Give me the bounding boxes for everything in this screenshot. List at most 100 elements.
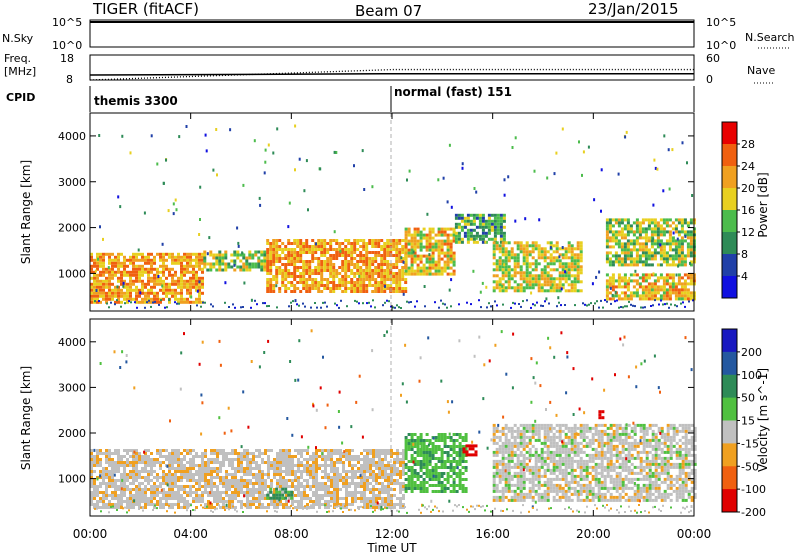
power-ground-echo <box>128 300 130 303</box>
power-ground-echo <box>250 306 252 309</box>
power-cell-0 <box>147 276 150 280</box>
power-cell-0 <box>162 261 165 265</box>
power-cell-7 <box>674 282 678 286</box>
power-cell-0 <box>108 282 111 286</box>
power-cell-7 <box>611 285 615 289</box>
velocity-cell-0 <box>303 494 306 497</box>
power-cell-4 <box>481 219 485 223</box>
power-cell-7 <box>668 291 672 295</box>
power-cell-2 <box>374 284 378 287</box>
power-cell-2 <box>350 251 354 254</box>
velocity-cell-2 <box>410 469 414 472</box>
power-cell-2 <box>308 278 312 281</box>
power-cell-2 <box>275 269 279 272</box>
velocity-cell-0 <box>324 491 327 494</box>
power-cell-5 <box>540 247 544 251</box>
power-cell-0 <box>111 267 114 271</box>
power-cell-6 <box>635 218 639 222</box>
velocity-cell-0 <box>207 470 210 473</box>
power-cell-7 <box>605 291 609 295</box>
velocity-cell-0 <box>387 449 390 452</box>
power-cell-5 <box>531 250 535 254</box>
power-cell-7 <box>677 297 681 301</box>
power-scatter-echo <box>97 257 99 261</box>
power-cell-6 <box>653 251 657 255</box>
power-ground-echo <box>680 302 682 305</box>
velocity-cell-2 <box>449 490 453 493</box>
power-cell-1 <box>260 253 264 257</box>
power-cell-6 <box>617 230 621 234</box>
power-cell-0 <box>99 252 102 256</box>
power-cell-3 <box>449 257 453 261</box>
power-cell-2 <box>356 272 360 275</box>
power-cell-5 <box>492 286 496 290</box>
power-cell-1 <box>209 265 213 269</box>
velocity-cell-4 <box>501 471 505 475</box>
power-cell-7 <box>641 273 645 277</box>
power-cell-6 <box>620 245 624 249</box>
velocity-cell-0 <box>291 479 294 482</box>
power-cell-5 <box>504 286 508 290</box>
power-cell-0 <box>177 282 180 286</box>
power-cell-2 <box>266 239 270 242</box>
velocity-cell-0 <box>294 476 297 479</box>
velocity-cell-0 <box>249 479 252 482</box>
velocity-cell-0 <box>369 461 372 464</box>
velocity-cell-0 <box>375 506 378 509</box>
power-cell-3 <box>437 257 441 261</box>
power-cell-0 <box>162 288 165 292</box>
velocity-cell-1 <box>281 487 285 491</box>
power-cell-5 <box>498 265 502 269</box>
power-cell-2 <box>284 287 288 290</box>
power-cell-2 <box>344 251 348 254</box>
power-scatter-echo <box>533 169 536 173</box>
velocity-cell-0 <box>168 476 171 479</box>
velocity-cell-0 <box>270 449 273 452</box>
velocity-cell-0 <box>324 455 327 458</box>
velocity-cell-0 <box>324 482 327 485</box>
power-cell-5 <box>501 247 505 251</box>
velocity-cell-0 <box>387 485 390 488</box>
power-cell-6 <box>617 218 621 222</box>
power-cell-2 <box>365 284 369 287</box>
power-cell-2 <box>290 284 294 287</box>
power-cell-5 <box>495 241 499 245</box>
power-ground-echo <box>346 305 348 308</box>
velocity-cell-0 <box>342 455 345 458</box>
velocity-cell-0 <box>126 464 129 467</box>
velocity-cell-0 <box>330 482 333 485</box>
velocity-cell-2 <box>422 478 426 481</box>
velocity-cell-0 <box>351 470 354 473</box>
power-cell-6 <box>614 221 618 225</box>
velocity-cell-0 <box>201 476 204 479</box>
power-cell-0 <box>171 273 174 277</box>
power-scatter-echo <box>475 190 478 194</box>
velocity-cell-0 <box>255 473 258 476</box>
power-cell-2 <box>350 269 354 272</box>
power-cell-0 <box>180 285 183 289</box>
velocity-cell-0 <box>246 473 249 476</box>
power-cell-7 <box>617 297 621 301</box>
velocity-cell-2 <box>410 457 414 460</box>
power-cell-6 <box>608 230 612 234</box>
velocity-cell-0 <box>243 458 246 461</box>
power-cell-3 <box>410 251 414 255</box>
power-cell-7 <box>620 297 624 301</box>
power-cell-0 <box>186 285 189 289</box>
power-cell-4 <box>499 216 503 220</box>
power-cell-6 <box>644 245 648 249</box>
velocity-cell-0 <box>402 467 405 470</box>
power-cell-5 <box>525 247 529 251</box>
velocity-cell-2 <box>458 454 462 457</box>
power-cell-0 <box>150 300 153 304</box>
power-cell-2 <box>401 269 405 272</box>
power-scatter-echo <box>241 251 244 255</box>
power-ground-echo <box>200 305 202 308</box>
velocity-cell-0 <box>279 470 282 473</box>
velocity-cell-0 <box>222 464 225 467</box>
velocity-cell-0 <box>393 473 396 476</box>
power-cell-0 <box>135 279 138 283</box>
velocity-cell-0 <box>273 467 276 470</box>
velocity-cell-2 <box>428 475 432 478</box>
power-ground-echo <box>458 303 460 306</box>
